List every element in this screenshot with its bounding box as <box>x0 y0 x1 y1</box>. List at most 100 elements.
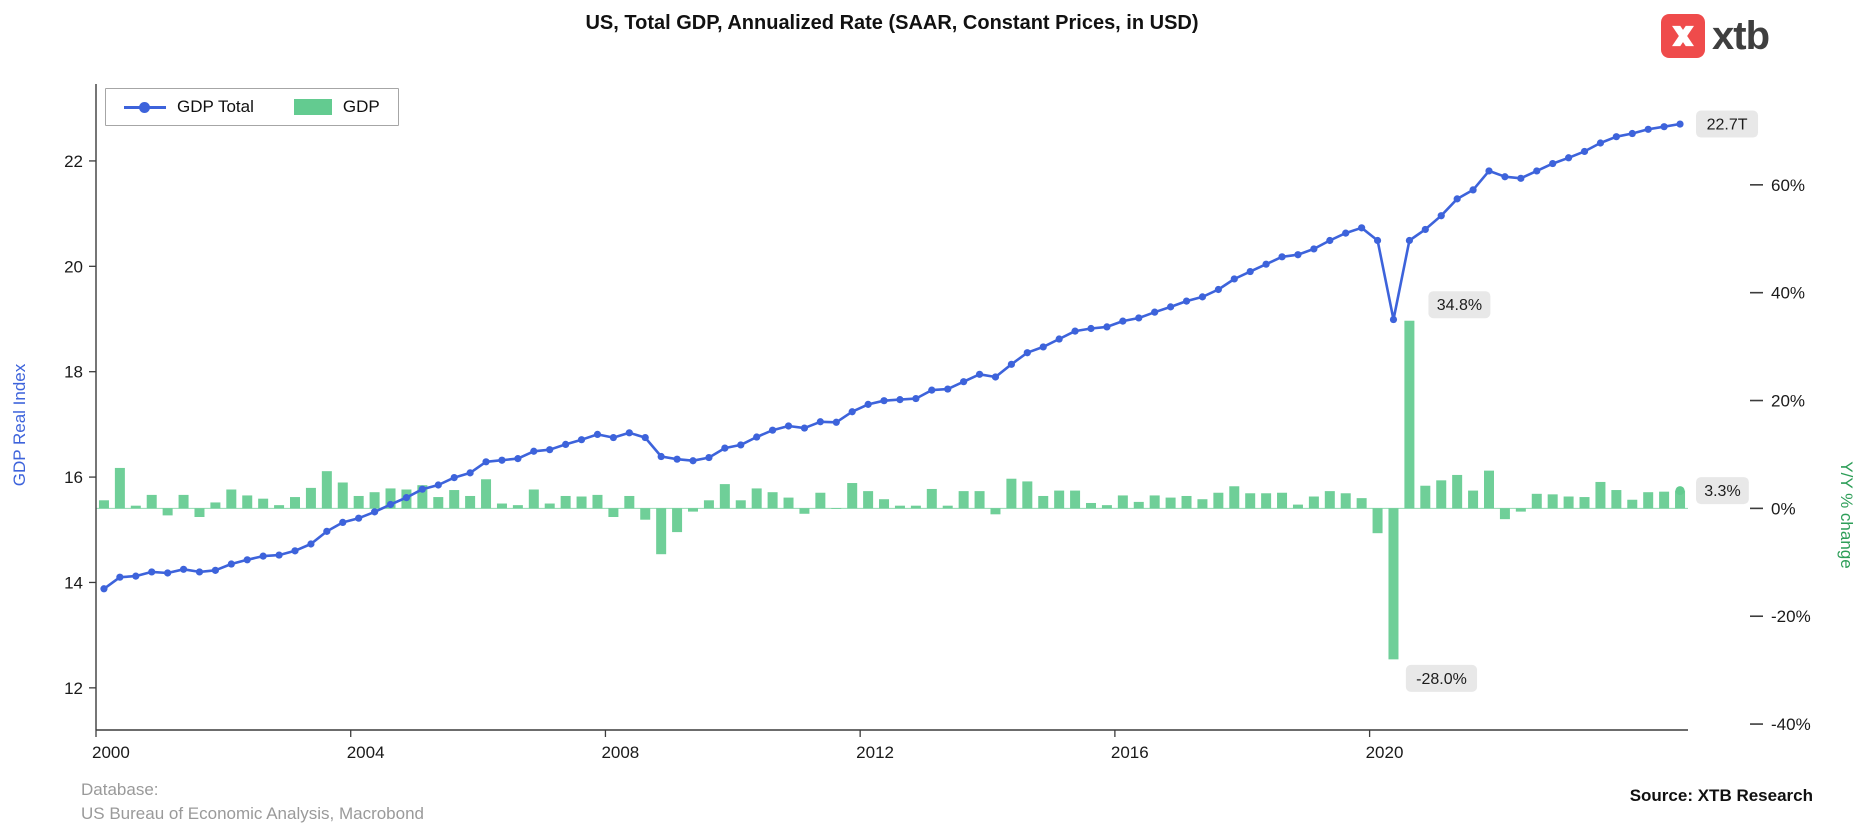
bar <box>863 491 874 509</box>
bar <box>512 505 523 509</box>
svg-text:22: 22 <box>64 152 83 171</box>
bar <box>290 497 300 509</box>
bar <box>369 492 380 509</box>
svg-text:2012: 2012 <box>856 743 894 762</box>
gdp-line <box>103 122 1681 590</box>
bar <box>910 505 921 509</box>
svg-text:-40%: -40% <box>1771 715 1811 734</box>
bar <box>146 494 157 509</box>
right-axis: -40% -20% 0% 20% 40% 60% <box>1750 176 1811 734</box>
svg-text:12: 12 <box>64 679 83 698</box>
bar <box>178 494 189 509</box>
legend-item-gdp: GDP <box>293 97 380 117</box>
xtb-logo-icon <box>1661 14 1705 58</box>
bar <box>974 491 985 509</box>
bar <box>783 497 794 509</box>
bar <box>114 467 125 509</box>
bar <box>990 508 1001 515</box>
bar <box>767 492 778 509</box>
bar <box>608 508 619 518</box>
bar <box>210 502 221 509</box>
bar <box>1086 502 1096 509</box>
bar <box>1595 481 1606 509</box>
svg-text:34.8%: 34.8% <box>1437 297 1482 314</box>
bar <box>1484 470 1494 509</box>
database-value: US Bureau of Economic Analysis, Macrobon… <box>81 803 425 823</box>
svg-text:20: 20 <box>64 257 83 276</box>
bar <box>847 483 858 509</box>
svg-text:2004: 2004 <box>347 743 385 762</box>
svg-text:2016: 2016 <box>1111 743 1149 762</box>
bar <box>242 495 253 509</box>
bar <box>958 491 969 509</box>
annotation-bar-trough: -28.0% <box>1405 664 1478 692</box>
svg-text:2000: 2000 <box>92 743 130 762</box>
x-axis: 2000 2004 2008 2012 2016 2020 <box>92 730 1403 762</box>
bar <box>942 505 953 509</box>
bar <box>1627 499 1638 509</box>
svg-text:14: 14 <box>64 573 83 592</box>
bar <box>258 498 269 509</box>
bar <box>894 505 905 509</box>
bar <box>815 492 826 509</box>
database-label: Database: <box>81 780 159 799</box>
gdp-line-markers <box>100 120 1684 593</box>
bar <box>1643 492 1654 509</box>
bar <box>385 488 396 509</box>
bar <box>1197 499 1208 509</box>
page-title: US, Total GDP, Annualized Rate (SAAR, Co… <box>585 12 1199 34</box>
bar <box>528 489 539 509</box>
bar <box>1388 508 1399 660</box>
bar <box>1006 478 1017 509</box>
legend-item-gdp-total: GDP Total <box>124 97 254 117</box>
svg-text:16: 16 <box>64 468 83 487</box>
bar <box>1054 490 1065 509</box>
bar <box>703 500 714 509</box>
bar-swatch-icon <box>293 99 332 115</box>
bar <box>1547 494 1558 509</box>
svg-text:18: 18 <box>64 363 83 382</box>
bar <box>1563 496 1574 509</box>
brand-logo: xtb <box>1661 14 1770 58</box>
bar <box>353 495 364 509</box>
bar <box>1420 485 1431 509</box>
bar <box>592 494 603 509</box>
bar <box>1579 497 1590 509</box>
bar <box>672 508 683 533</box>
bar <box>194 508 205 518</box>
bar <box>1340 493 1351 509</box>
bar <box>1022 481 1033 509</box>
bar <box>1452 474 1463 509</box>
bar <box>1499 508 1510 520</box>
bar <box>879 499 890 509</box>
bar <box>719 484 730 509</box>
bar <box>640 508 651 520</box>
bar <box>1515 508 1526 512</box>
bar <box>481 479 492 509</box>
bar <box>576 496 587 509</box>
bar <box>1468 490 1479 509</box>
bar <box>1675 490 1686 509</box>
bar <box>1404 320 1415 509</box>
svg-text:22.7T: 22.7T <box>1707 117 1748 134</box>
bar <box>1659 491 1670 509</box>
bar <box>656 508 667 555</box>
bar <box>321 471 332 509</box>
bar <box>337 482 348 509</box>
bar <box>1038 495 1049 509</box>
legend: GDP Total GDP <box>105 88 399 126</box>
bar <box>1117 495 1128 509</box>
bar <box>1229 486 1240 509</box>
bar <box>1308 496 1319 509</box>
bar <box>1277 492 1288 509</box>
svg-text:20%: 20% <box>1771 392 1805 411</box>
svg-text:60%: 60% <box>1771 176 1805 195</box>
bar <box>1356 498 1367 509</box>
source-note: Source: XTB Research <box>1629 786 1813 805</box>
bar <box>465 495 476 509</box>
legend-label: GDP <box>342 97 380 116</box>
bar <box>1070 490 1081 509</box>
gdp-bars <box>98 320 1686 660</box>
